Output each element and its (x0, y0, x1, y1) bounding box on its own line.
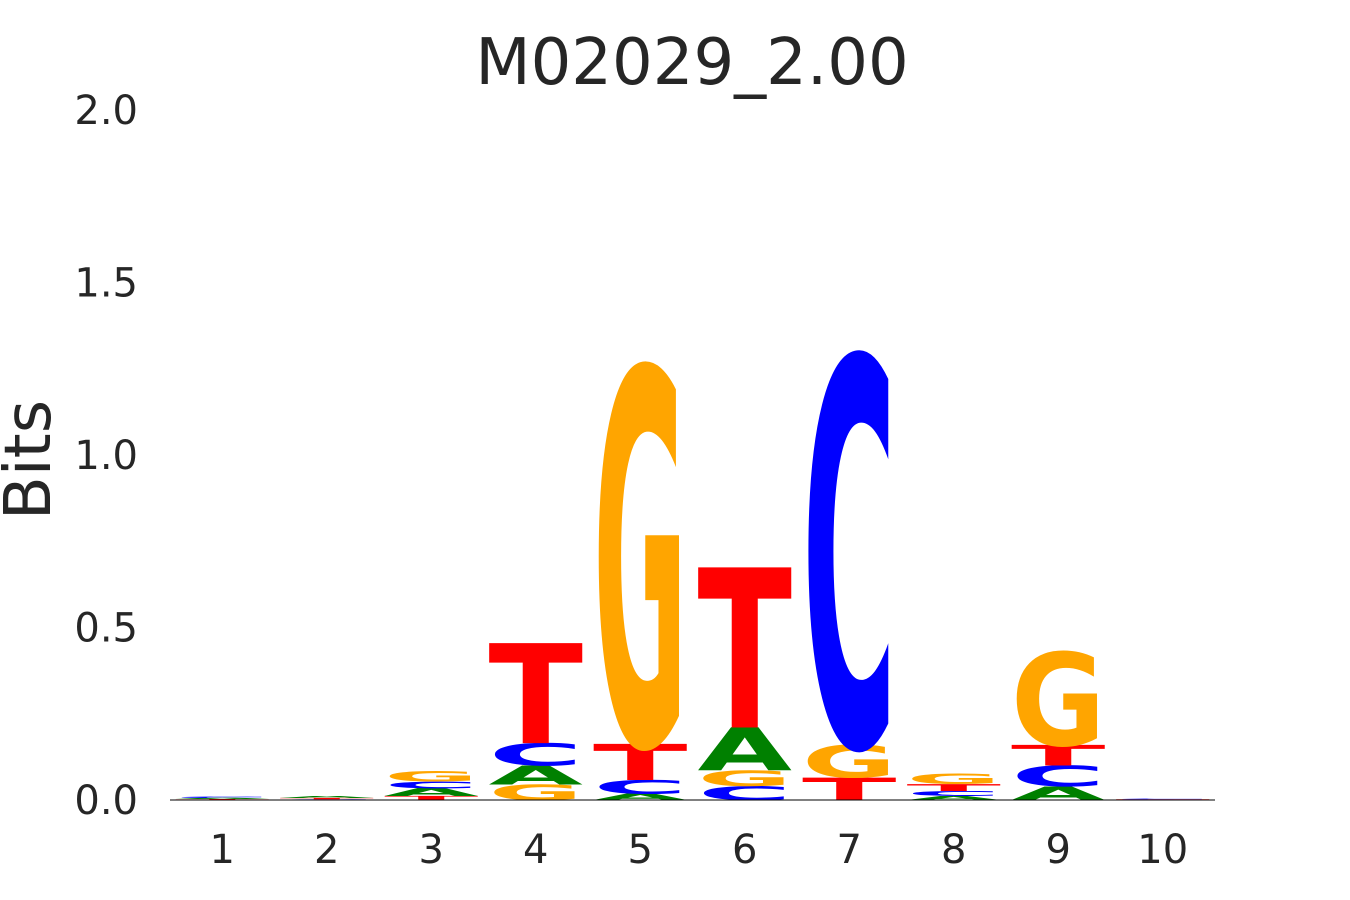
logo-letter-c: C (593, 776, 687, 798)
logo-letter-a: A (1011, 782, 1106, 804)
logo-letter-t: T (489, 617, 584, 776)
logo-letter-g: G (907, 771, 1001, 787)
logo-letter-c: C (907, 790, 1001, 798)
logo-letter-t: T (384, 795, 479, 802)
logo-stacks: TACCTATACGGACTACTGCGATTGCACTGACTGTC (175, 253, 1210, 872)
logo-letter-a: A (489, 760, 583, 790)
logo-letter-t: T (802, 772, 896, 808)
y-axis-label: Bits (0, 400, 66, 520)
logo-letter-c: C (698, 783, 792, 805)
y-tick-label: 0.5 (74, 606, 138, 652)
logo-letter-g: G (802, 736, 896, 788)
logo-letter-t: T (280, 798, 375, 800)
x-tick-label: 10 (1137, 827, 1188, 873)
logo-letter-g: G (593, 268, 687, 867)
logo-letter-a: A (384, 786, 478, 798)
logo-letter-t: T (593, 734, 688, 792)
logo-letter-a: A (280, 795, 375, 798)
x-tick-label: 3 (419, 827, 444, 873)
logo-letter-a: A (907, 795, 1002, 802)
x-tick-label: 5 (628, 827, 653, 873)
x-tick-label: 7 (837, 827, 862, 873)
logo-letter-c: C (384, 780, 479, 791)
logo-letter-g: G (698, 766, 792, 791)
x-tick-label: 9 (1046, 827, 1071, 873)
logo-letter-c: C (175, 796, 269, 798)
x-tick-label: 2 (314, 827, 339, 873)
logo-letter-c: C (489, 737, 583, 773)
logo-letter-t: T (1011, 739, 1105, 772)
y-tick-label: 1.0 (74, 433, 138, 479)
x-tick-label: 1 (210, 827, 235, 873)
logo-letter-t: T (907, 782, 1002, 793)
y-tick-label: 2.0 (74, 88, 138, 134)
logo-letter-c: C (802, 253, 897, 872)
logo-letter-c: C (1011, 760, 1105, 793)
logo-letter-a: A (175, 798, 270, 800)
logo-letter-g: G (1011, 626, 1105, 775)
y-tick-label: 0.0 (74, 778, 138, 824)
x-tick-label: 8 (941, 827, 966, 873)
chart-title: M02029_2.00 (475, 26, 908, 100)
logo-letter-g: G (489, 780, 583, 805)
x-tick-label: 6 (732, 827, 757, 873)
y-tick-label: 1.5 (74, 261, 138, 307)
x-tick-label: 4 (523, 827, 548, 873)
x-axis-ticks: 1 2 3 4 5 6 7 8 9 10 (210, 827, 1189, 873)
logo-letter-a: A (698, 716, 792, 785)
logo-letter-t: T (698, 525, 792, 780)
logo-letter-a: A (593, 792, 688, 802)
y-axis-ticks: 0.0 0.5 1.0 1.5 2.0 (74, 88, 138, 824)
logo-letter-g: G (384, 769, 478, 785)
logo-letter-c: C (1116, 798, 1211, 799)
